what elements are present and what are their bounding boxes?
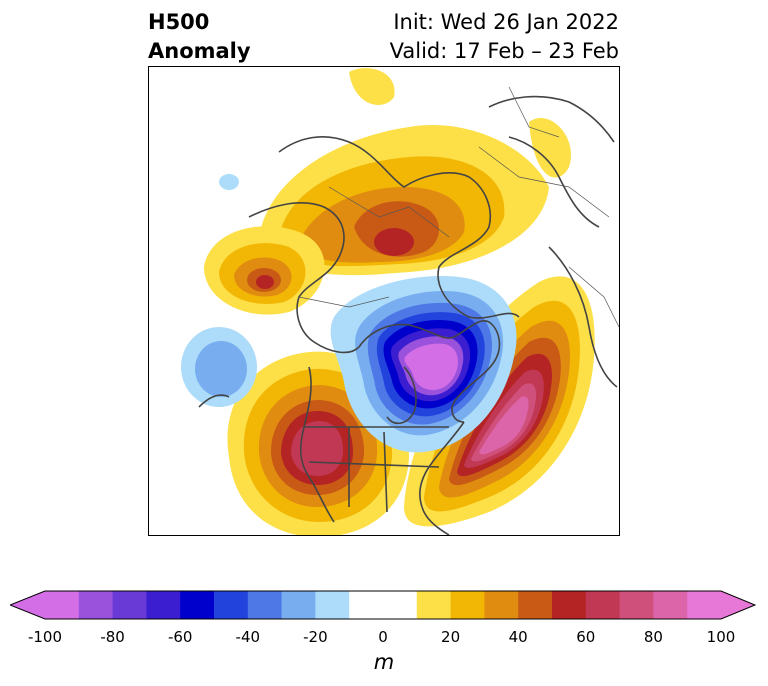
anomaly-map [148,66,620,536]
colorbar-level [45,591,80,619]
ridge-north [259,68,571,276]
colorbar-level [619,591,654,619]
colorbar-level [416,591,452,619]
colorbar-level [383,591,418,619]
colorbar-tick-label: -80 [100,628,125,646]
title-line-2: Anomaly [148,39,251,63]
colorbar [10,590,756,620]
colorbar-level [214,591,249,619]
colorbar-tick-label: 40 [508,628,528,646]
colorbar-tick-label: 80 [643,628,663,646]
ridge-alaska [204,226,325,315]
colorbar-level [653,591,688,619]
colorbar-level [247,591,283,619]
init-date: Init: Wed 26 Jan 2022 [393,10,619,34]
date-info: Init: Wed 26 Jan 2022 Valid: 17 Feb – 23… [390,8,619,66]
colorbar-tick-label: -40 [235,628,261,646]
map-canvas [149,67,619,535]
colorbar-level [552,591,587,619]
coastlines [198,95,618,535]
colorbar-level [585,591,621,619]
colorbar-tick-label: -60 [167,628,193,646]
colorbar-level [180,591,215,619]
colorbar-level [349,591,384,619]
colorbar-level [450,591,485,619]
colorbar-level [518,591,553,619]
colorbar-tick-label: -100 [27,628,63,646]
colorbar-level [687,591,722,619]
valid-range: Valid: 17 Feb – 23 Feb [389,39,619,63]
colorbar-tick-label: 20 [441,628,461,646]
map-title: H500 Anomaly [148,8,251,66]
colorbar-tick-label: -20 [303,628,328,646]
title-line-1: H500 [148,10,210,34]
colorbar-level [484,591,519,619]
borders [298,86,619,328]
colorbar-level [281,591,316,619]
colorbar-level [78,591,114,619]
colorbar-tick-label: 100 [706,628,736,646]
colorbar-units: m [373,650,395,674]
colorbar-extend-min [10,591,45,619]
colorbar-extend-max [721,591,755,619]
colorbar-tick-label: 0 [378,628,388,646]
colorbar-level [112,591,147,619]
ridge-atlantic [404,276,595,527]
colorbar-level [146,591,181,619]
colorbar-outline [10,590,756,620]
colorbar-tick-label: 60 [576,628,596,646]
trough-pacific [181,174,257,407]
colorbar-level [315,591,350,619]
